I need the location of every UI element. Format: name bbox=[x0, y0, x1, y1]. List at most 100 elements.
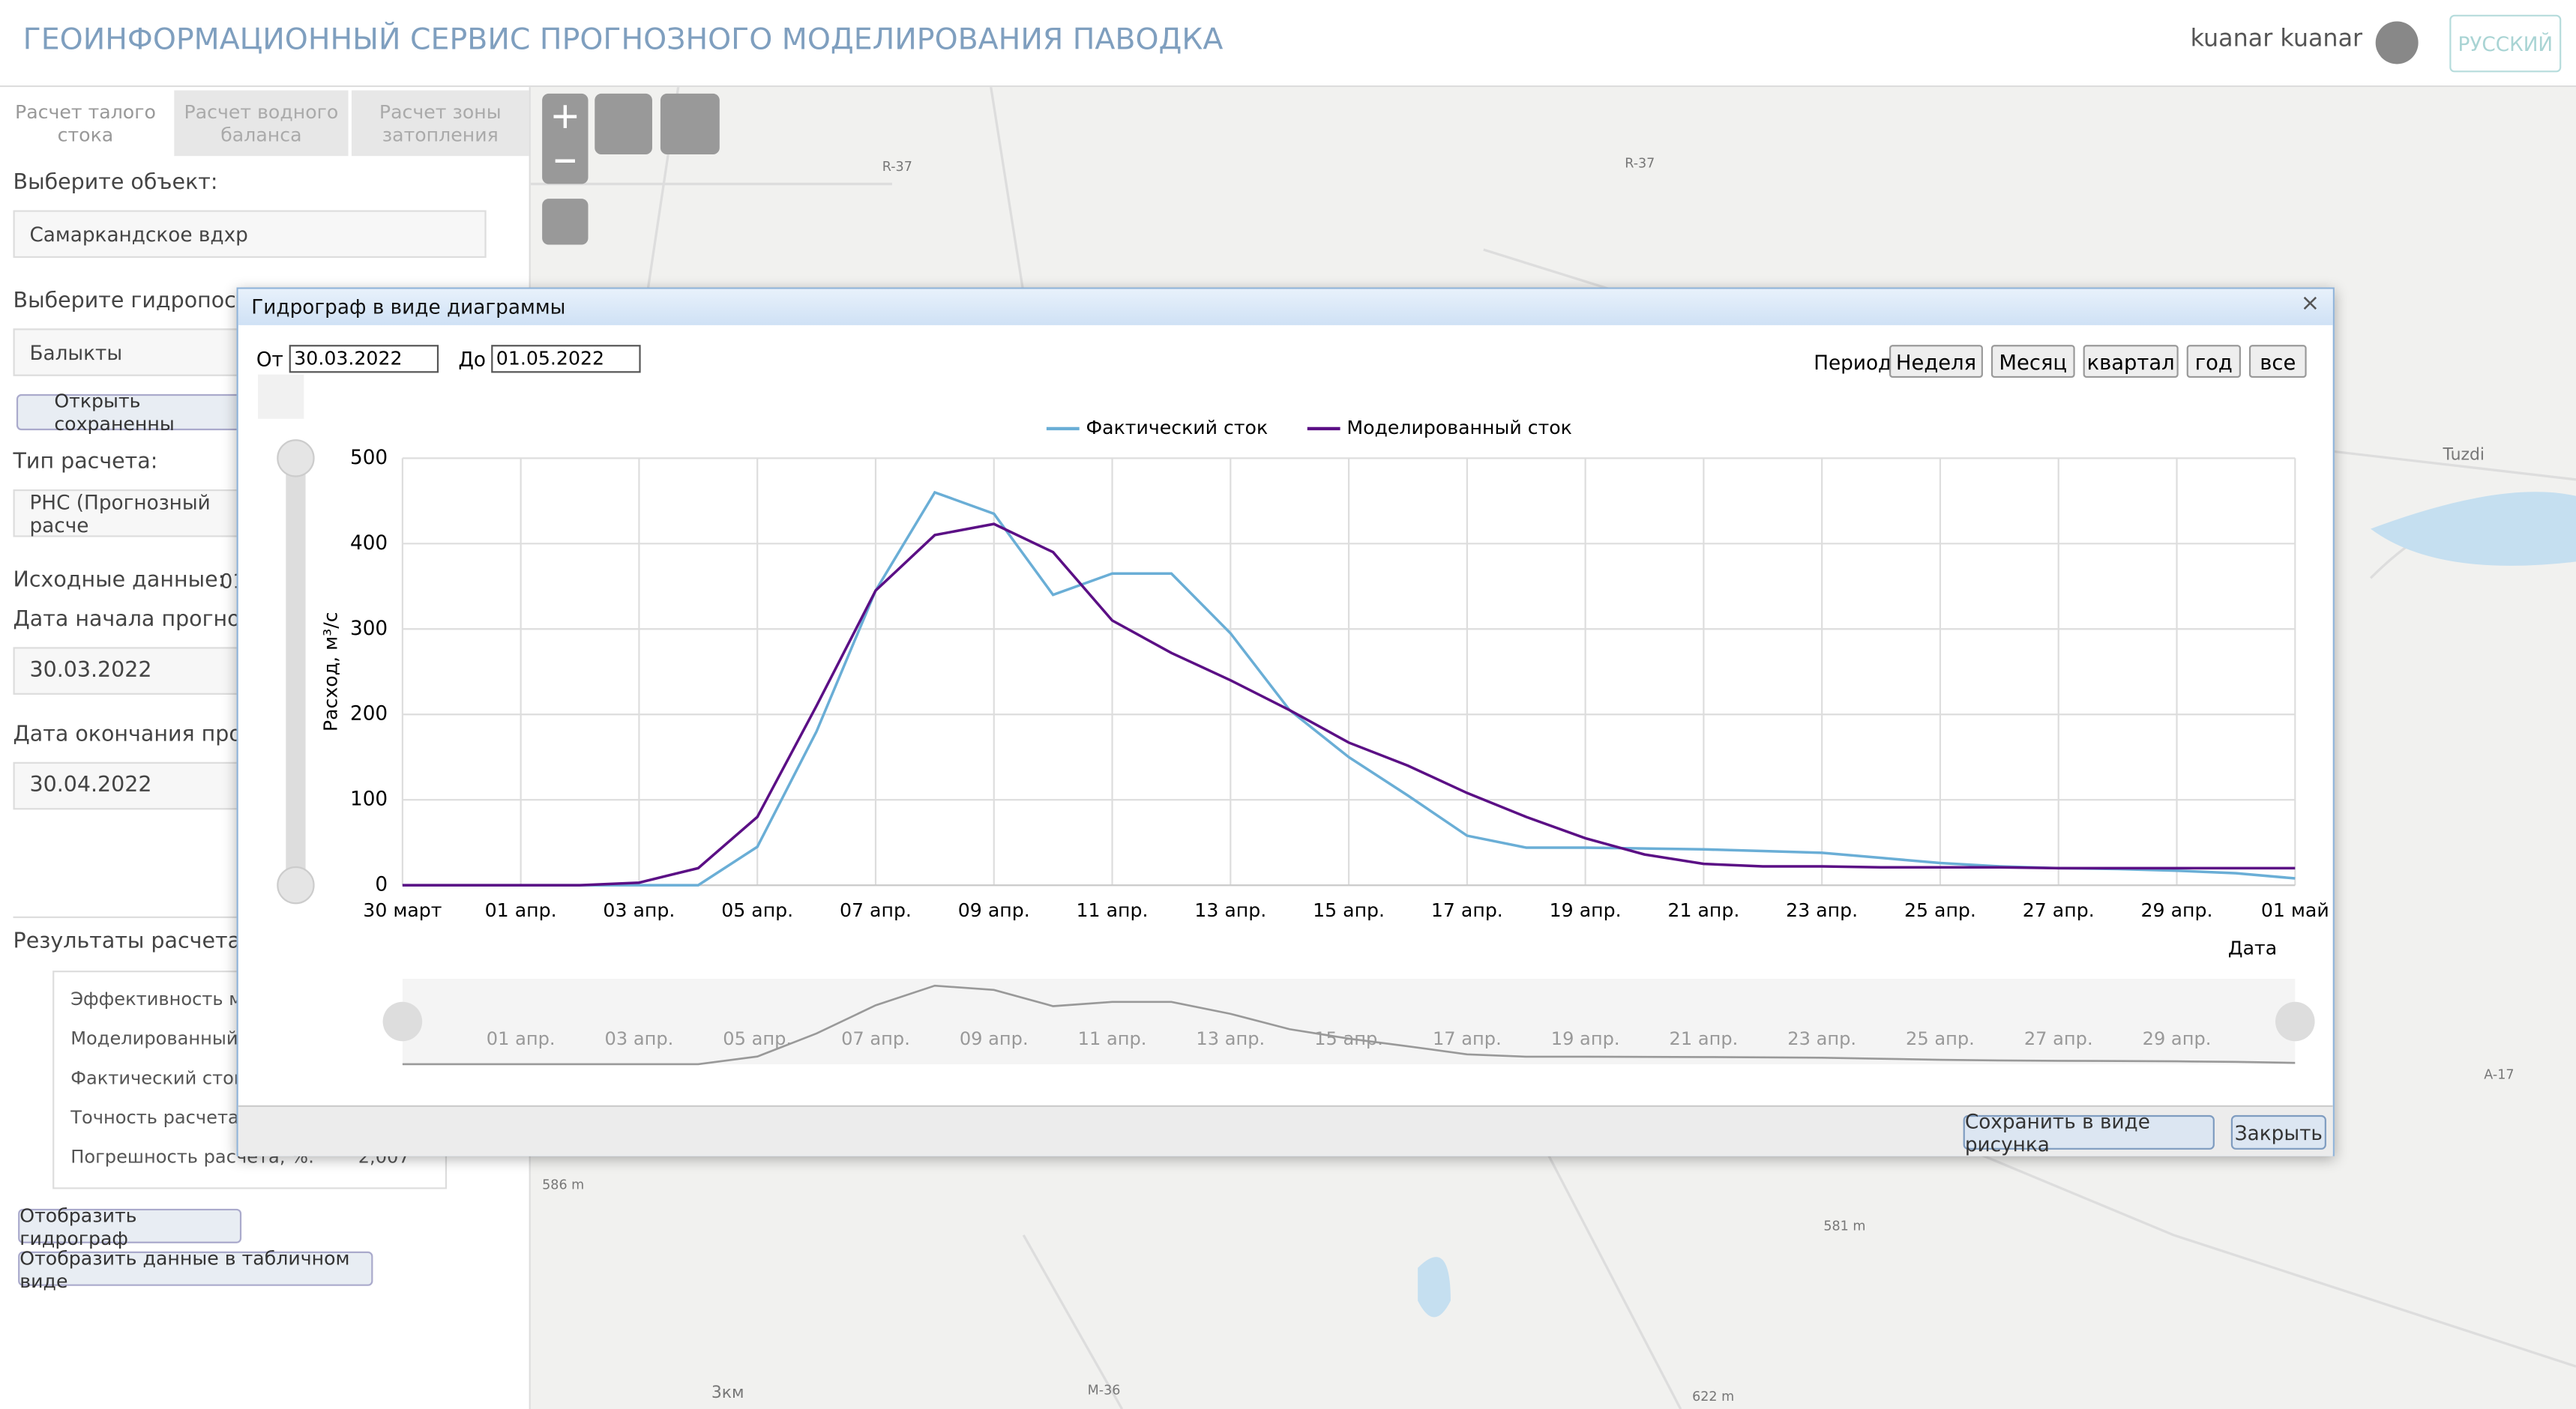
x-tick-label: 19 апр. bbox=[1550, 899, 1622, 921]
map-label: 622 m bbox=[1692, 1389, 1735, 1405]
dialog-titlebar: Гидрограф в виде диаграммы × bbox=[238, 289, 2333, 325]
series-line bbox=[402, 490, 2296, 887]
calc-type-select[interactable]: РНС (Прогнозный расче bbox=[13, 489, 260, 537]
legend-label: Моделированный сток bbox=[1346, 417, 1572, 438]
navigator bbox=[402, 979, 2296, 1064]
object-select[interactable]: Самаркандское вдхр bbox=[13, 210, 487, 259]
header: ГЕОИНФОРМАЦИОННЫЙ СЕРВИС ПРОГНОЗНОГО МОД… bbox=[0, 0, 2576, 88]
navigator-label: 29 апр. bbox=[2143, 1028, 2212, 1049]
map-label: 581 m bbox=[1823, 1218, 1866, 1234]
map-scale: 3км bbox=[711, 1384, 744, 1403]
navigator-label: 11 апр. bbox=[1078, 1028, 1147, 1049]
series-line bbox=[402, 522, 2296, 887]
language-button[interactable]: РУССКИЙ bbox=[2449, 14, 2562, 73]
navigator-line bbox=[402, 984, 2296, 1066]
dialog-close[interactable]: × bbox=[2300, 290, 2320, 317]
y-tick-label: 300 bbox=[350, 618, 388, 640]
layers-button[interactable] bbox=[595, 93, 652, 154]
x-tick-label: 07 апр. bbox=[840, 899, 912, 921]
map-label: 586 m bbox=[542, 1177, 585, 1192]
y-tick-label: 500 bbox=[350, 447, 388, 469]
x-tick-label: 09 апр. bbox=[958, 899, 1030, 921]
user-name[interactable]: kuanar kuanar bbox=[2190, 26, 2363, 53]
tab[interactable]: Расчет зоны затопления bbox=[351, 90, 529, 157]
result-row: Фактический сток, bbox=[70, 1067, 251, 1089]
navigator-label: 19 апр. bbox=[1551, 1028, 1620, 1049]
result-row: Точность расчета, % bbox=[70, 1106, 268, 1129]
result-row: Моделированный с bbox=[70, 1028, 254, 1050]
navigator-label: 03 апр. bbox=[605, 1028, 674, 1049]
field-label: Тип расчета: bbox=[13, 450, 158, 475]
print-button[interactable] bbox=[660, 93, 720, 154]
field-label: Дата начала прогнозн bbox=[13, 607, 266, 633]
tab[interactable]: Расчет талого стока bbox=[14, 100, 156, 147]
map-label: Tuzdi bbox=[2443, 447, 2485, 465]
result-row: Эффективность мод bbox=[70, 989, 266, 1010]
x-tick-label: 17 апр. bbox=[1431, 899, 1503, 921]
x-tick-label: 01 май bbox=[2261, 899, 2329, 921]
station-select[interactable]: Балыкты bbox=[13, 328, 260, 376]
x-tick-label: 11 апр. bbox=[1077, 899, 1149, 921]
period-button[interactable]: Месяц bbox=[1990, 345, 2075, 378]
map-label: M-36 bbox=[1087, 1383, 1121, 1398]
y-tick-label: 400 bbox=[350, 532, 388, 555]
field-label: Выберите объект: bbox=[13, 170, 218, 196]
navigator-label: 23 апр. bbox=[1787, 1028, 1856, 1049]
field-label: Исходные данные: bbox=[13, 568, 226, 594]
field-label: Выберите гидропост: bbox=[13, 289, 256, 314]
navigator-label: 25 апр. bbox=[1906, 1028, 1975, 1049]
navigator-label: 27 апр. bbox=[2024, 1028, 2093, 1049]
to-label: До bbox=[458, 348, 487, 372]
x-tick-label: 21 апр. bbox=[1667, 899, 1739, 921]
home-button[interactable] bbox=[542, 199, 589, 245]
start-date[interactable]: 30.03.2022 bbox=[13, 647, 260, 695]
dialog-title: Гидрограф в виде диаграммы bbox=[251, 295, 566, 319]
avatar[interactable] bbox=[2375, 21, 2419, 64]
results-title: Результаты расчета: bbox=[13, 929, 248, 955]
y-axis-title: Расход, м³/с bbox=[320, 612, 342, 731]
navigator-label: 01 апр. bbox=[487, 1028, 556, 1049]
x-tick-label: 23 апр. bbox=[1786, 899, 1858, 921]
navigator-handle[interactable] bbox=[2275, 1001, 2315, 1042]
tab[interactable]: Расчет водного баланса bbox=[174, 90, 349, 157]
close-button[interactable]: Закрыть bbox=[2230, 1114, 2326, 1150]
map-label: R-37 bbox=[1625, 156, 1655, 171]
x-tick-label: 25 апр. bbox=[1904, 899, 1976, 921]
x-tick-label: 01 апр. bbox=[485, 899, 557, 921]
period-button[interactable]: все bbox=[2248, 345, 2307, 378]
to-input[interactable]: 01.05.2022 bbox=[491, 345, 641, 373]
dialog-footer: Сохранить в виде рисунка Закрыть bbox=[238, 1105, 2333, 1156]
end-date[interactable]: 30.04.2022 bbox=[13, 761, 260, 810]
x-tick-label: 15 апр. bbox=[1313, 899, 1385, 921]
navigator-label: 09 апр. bbox=[960, 1028, 1029, 1049]
y-tick-label: 100 bbox=[350, 788, 388, 811]
navigator-label: 17 апр. bbox=[1433, 1028, 1502, 1049]
zoom-control[interactable] bbox=[542, 93, 589, 184]
from-label: От bbox=[256, 348, 283, 372]
x-tick-label: 13 апр. bbox=[1194, 899, 1266, 921]
period-button[interactable]: год bbox=[2186, 345, 2241, 378]
x-tick-label: 05 апр. bbox=[721, 899, 793, 921]
zoom-handle[interactable] bbox=[277, 866, 315, 905]
period-button[interactable]: Неделя bbox=[1889, 345, 1983, 378]
period-button[interactable]: квартал bbox=[2083, 345, 2179, 378]
more-button[interactable] bbox=[258, 374, 304, 419]
zoom-handle[interactable] bbox=[277, 439, 315, 477]
legend-label: Фактический сток bbox=[1086, 417, 1268, 438]
vertical-zoom-track bbox=[286, 440, 306, 900]
x-axis-title: Дата bbox=[2228, 938, 2277, 959]
x-tick-label: 27 апр. bbox=[2023, 899, 2095, 921]
period-label: Период bbox=[1814, 351, 1892, 375]
navigator-label: 13 апр. bbox=[1196, 1028, 1265, 1049]
from-input[interactable]: 30.03.2022 bbox=[289, 345, 439, 373]
navigator-handle[interactable] bbox=[382, 1001, 423, 1042]
navigator-label: 05 апр. bbox=[723, 1028, 792, 1049]
map-label: R-37 bbox=[882, 159, 912, 175]
navigator-label: 21 апр. bbox=[1670, 1028, 1739, 1049]
y-tick-label: 0 bbox=[375, 874, 388, 896]
navigator-label: 07 апр. bbox=[841, 1028, 910, 1049]
x-tick-label: 30 март bbox=[363, 899, 442, 921]
